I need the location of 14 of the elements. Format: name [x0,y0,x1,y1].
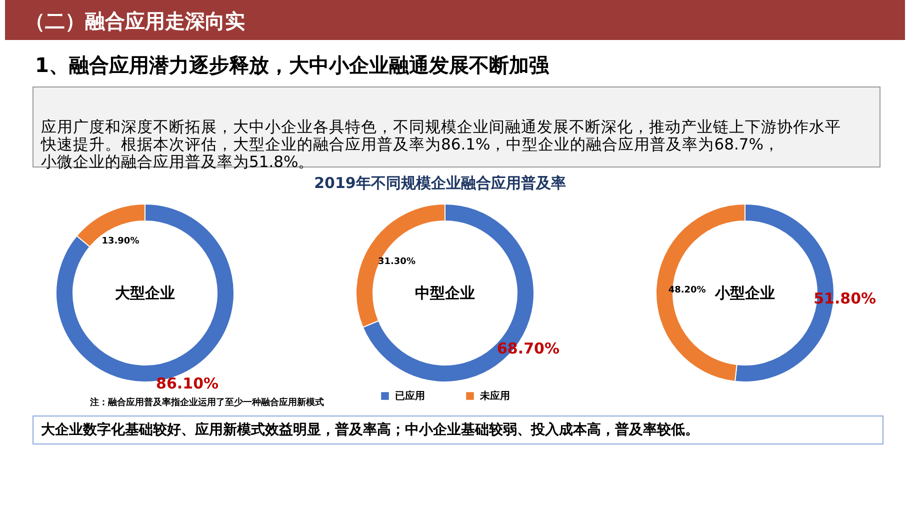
text: 应用广度和深度不断拓展，大中小企业各具特色，不同规模企业间融通发展不断深化，推动产业链上下游协作水平快速提升。根据本次评估，大型企业的融合应用普及率为86.1%，中型企业的融合应用普及率为68.7%，小微企业的融合应用普及率为51.8%。 [40,118,841,171]
data-label: 13.90% [102,236,140,246]
slice-label: 大型企业 [115,284,175,302]
data-label: 31.30% [378,256,416,267]
text: 1、融合应用潜力逐步释放，大中小企业融通发展不断加强 [35,53,550,77]
text: （二）融合应用走深向实 [25,9,245,33]
slice-label: 小型企业 [714,284,775,302]
legend-label: 已应用 [395,390,425,402]
text: 大企业数字化基础较好、应用新模式效益明显，普及率高；中小企业基础较弱、投入成本高，普及率较低。 [41,421,699,438]
chart-title: 2019年不同规模企业融合应用普及率 [314,174,566,192]
legend-label: 未应用 [479,390,510,402]
data-label: 86.10% [156,374,219,393]
slice-label: 中型企业 [415,284,475,302]
text: 注：融合应用普及率指企业运用了至少一种融合应用新模式 [89,396,324,408]
